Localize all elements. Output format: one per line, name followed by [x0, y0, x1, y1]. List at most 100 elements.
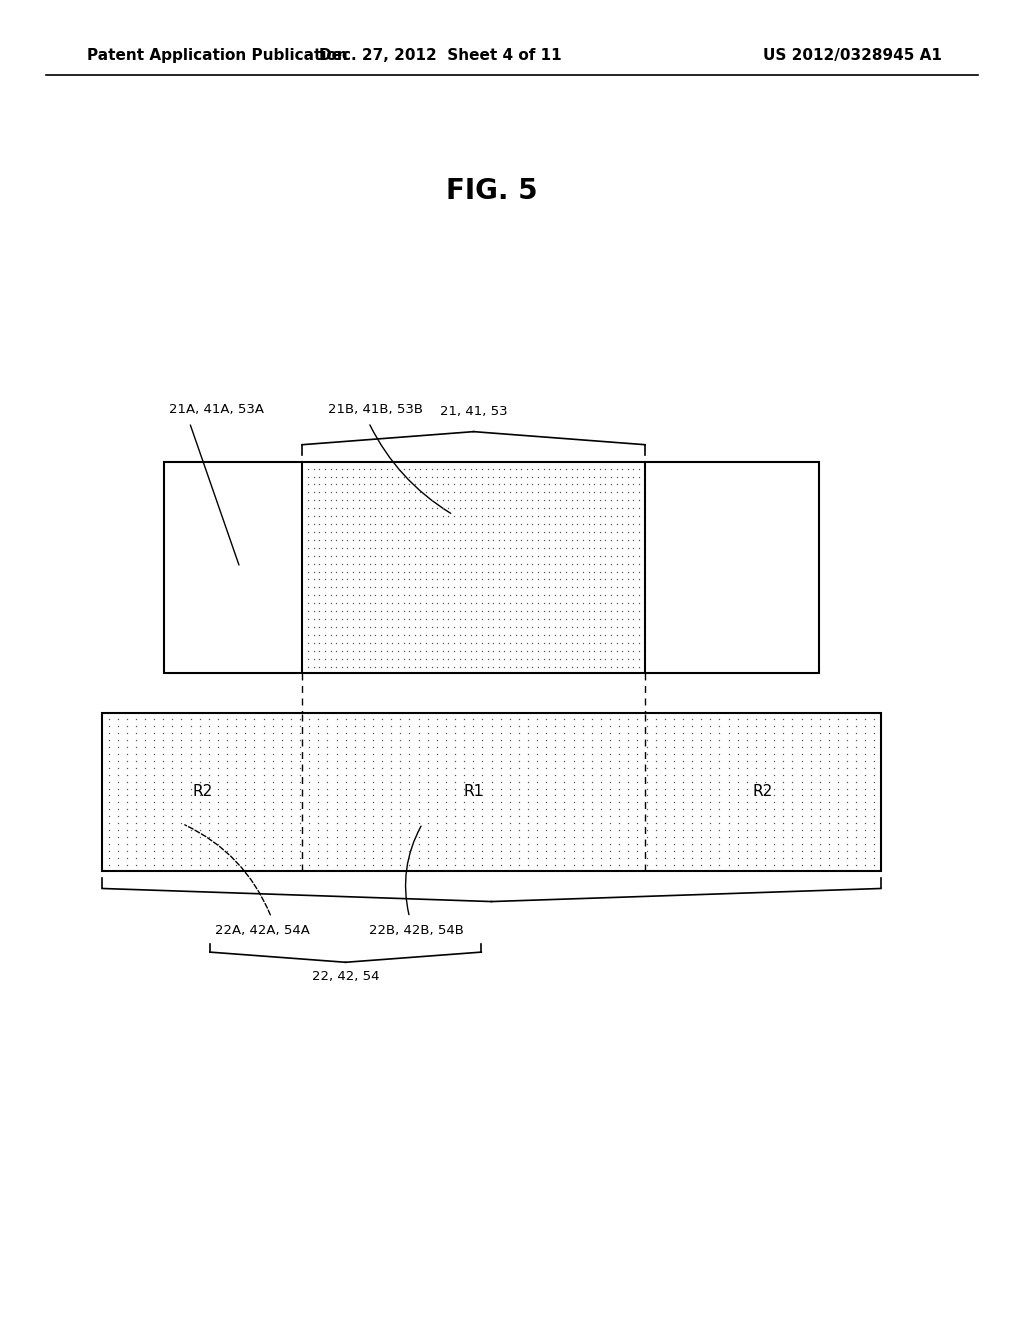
- Point: [502, 730, 518, 751]
- Point: [513, 593, 529, 614]
- Point: [784, 743, 801, 764]
- Point: [712, 826, 728, 847]
- Point: [323, 585, 339, 606]
- Point: [356, 513, 373, 535]
- Point: [497, 648, 513, 669]
- Point: [574, 648, 591, 669]
- Point: [146, 715, 163, 737]
- Point: [631, 498, 647, 519]
- Point: [675, 841, 691, 862]
- Point: [264, 722, 281, 743]
- Point: [411, 709, 427, 730]
- Point: [423, 561, 439, 582]
- Point: [592, 632, 608, 653]
- Point: [748, 764, 764, 785]
- Point: [775, 792, 792, 813]
- Point: [586, 624, 602, 645]
- Point: [412, 609, 428, 630]
- Point: [238, 750, 254, 771]
- Point: [493, 785, 509, 807]
- Point: [437, 758, 454, 779]
- Point: [574, 730, 591, 751]
- Point: [255, 709, 271, 730]
- Point: [395, 632, 412, 653]
- Point: [334, 490, 350, 511]
- Point: [401, 656, 418, 677]
- Point: [829, 737, 846, 758]
- Point: [626, 553, 642, 574]
- Point: [338, 854, 354, 875]
- Point: [201, 737, 217, 758]
- Point: [390, 458, 407, 479]
- Point: [614, 632, 631, 653]
- Point: [511, 771, 527, 792]
- Point: [440, 601, 457, 622]
- Point: [339, 593, 355, 614]
- Point: [173, 854, 189, 875]
- Point: [729, 777, 745, 799]
- Point: [311, 640, 328, 661]
- Point: [420, 820, 436, 841]
- Point: [803, 722, 819, 743]
- Point: [379, 601, 395, 622]
- Point: [631, 521, 647, 543]
- Point: [374, 792, 390, 813]
- Point: [110, 785, 126, 807]
- Point: [626, 577, 642, 598]
- Point: [556, 722, 572, 743]
- Point: [316, 585, 333, 606]
- Point: [519, 553, 536, 574]
- Point: [383, 785, 399, 807]
- Point: [684, 805, 700, 826]
- Point: [445, 616, 462, 638]
- Point: [201, 777, 217, 799]
- Point: [620, 466, 636, 487]
- Point: [255, 805, 271, 826]
- Point: [210, 715, 226, 737]
- Point: [784, 792, 801, 813]
- Point: [702, 826, 719, 847]
- Point: [638, 841, 654, 862]
- Point: [529, 521, 546, 543]
- Point: [182, 709, 199, 730]
- Point: [502, 616, 518, 638]
- Point: [803, 715, 819, 737]
- Point: [631, 466, 647, 487]
- Point: [866, 730, 883, 751]
- Point: [574, 715, 591, 737]
- Point: [201, 854, 217, 875]
- Point: [584, 820, 600, 841]
- Point: [611, 826, 628, 847]
- Point: [361, 498, 378, 519]
- Point: [246, 854, 262, 875]
- Point: [529, 792, 546, 813]
- Point: [511, 785, 527, 807]
- Point: [857, 820, 873, 841]
- Point: [490, 529, 507, 550]
- Point: [820, 715, 837, 737]
- Point: [465, 750, 481, 771]
- Point: [434, 513, 451, 535]
- Point: [552, 648, 568, 669]
- Point: [569, 577, 586, 598]
- Point: [164, 771, 180, 792]
- Point: [238, 854, 254, 875]
- Point: [407, 561, 423, 582]
- Point: [390, 537, 407, 558]
- Point: [581, 537, 597, 558]
- Point: [164, 820, 180, 841]
- Point: [529, 474, 546, 495]
- Point: [547, 854, 563, 875]
- Point: [283, 722, 299, 743]
- Point: [556, 764, 572, 785]
- Point: [541, 569, 557, 590]
- Point: [794, 820, 810, 841]
- Point: [565, 792, 582, 813]
- Point: [536, 585, 552, 606]
- Point: [602, 813, 618, 834]
- Point: [485, 553, 502, 574]
- Point: [119, 777, 135, 799]
- Point: [593, 722, 609, 743]
- Point: [283, 730, 299, 751]
- Point: [574, 841, 591, 862]
